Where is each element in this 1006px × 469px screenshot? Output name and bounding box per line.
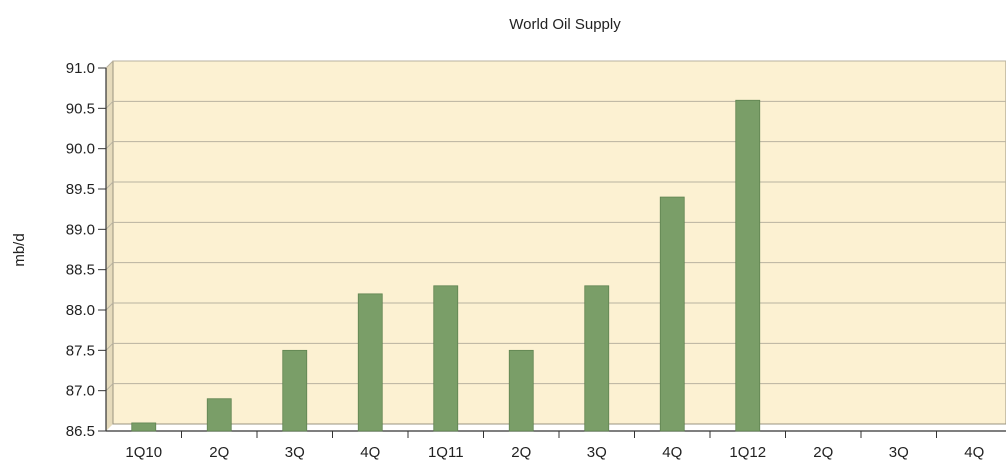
y-tick-label: 90.5 xyxy=(66,100,95,117)
bar xyxy=(206,398,232,432)
bar xyxy=(735,99,761,432)
x-tick-label: 2Q xyxy=(813,444,833,461)
bar xyxy=(357,293,383,432)
bar xyxy=(659,196,685,432)
y-tick-label: 89.0 xyxy=(66,221,95,238)
x-tick-label: 1Q11 xyxy=(428,444,464,461)
gridline-depth xyxy=(105,181,114,190)
y-tick-label: 88.0 xyxy=(66,302,95,319)
y-axis-label: mb/d xyxy=(11,233,28,266)
x-tick-label: 4Q xyxy=(964,444,984,461)
bar xyxy=(433,285,459,432)
gridline-depth xyxy=(105,262,114,271)
y-tick-label: 90.0 xyxy=(66,141,95,158)
plot-area: 86.5 87.0 87.5 88.0 88.5 89.0 89.5 90.0 90.5 91.0… xyxy=(66,60,1006,461)
gridline-depth xyxy=(105,100,114,109)
y-tick-label: 88.5 xyxy=(66,262,95,279)
y-tick-label: 86.5 xyxy=(66,423,95,440)
gridline-depth xyxy=(105,302,114,311)
plot-side-wall xyxy=(106,61,113,431)
y-tick-label: 87.5 xyxy=(66,342,95,359)
y-tick-label: 91.0 xyxy=(66,60,95,77)
bar xyxy=(508,349,534,432)
x-tick-label: 2Q xyxy=(511,444,531,461)
x-tick-label: 4Q xyxy=(360,444,380,461)
gridline-depth xyxy=(105,383,114,392)
x-tick-label: 4Q xyxy=(662,444,682,461)
x-tick-label: 1Q12 xyxy=(729,444,766,461)
x-tick-label: 2Q xyxy=(209,444,229,461)
gridline-depth xyxy=(105,221,114,230)
y-tick-label: 89.5 xyxy=(66,181,95,198)
x-tick-label: 3Q xyxy=(285,444,305,461)
bar xyxy=(282,349,308,432)
gridline-depth xyxy=(105,141,114,150)
bar xyxy=(131,422,157,432)
plot-background xyxy=(112,60,1006,425)
x-tick-label: 1Q10 xyxy=(125,444,162,461)
y-tick-label: 87.0 xyxy=(66,383,95,400)
bar xyxy=(584,285,610,432)
chart-title: World Oil Supply xyxy=(509,16,621,33)
x-tick-label: 3Q xyxy=(587,444,607,461)
x-tick-label: 3Q xyxy=(889,444,909,461)
gridline-depth xyxy=(105,60,114,69)
gridline-depth xyxy=(105,342,114,351)
